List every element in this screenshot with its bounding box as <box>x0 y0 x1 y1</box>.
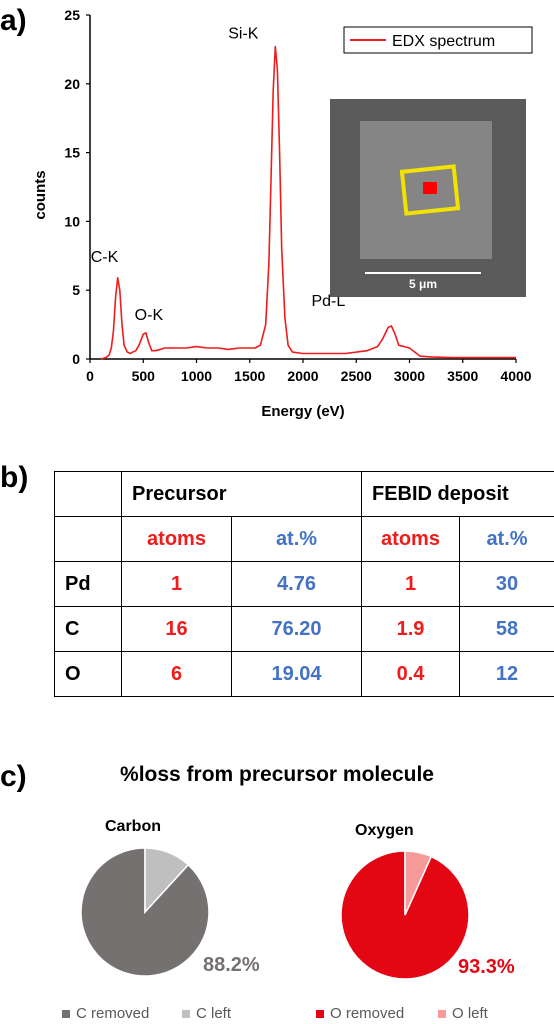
y-tick-label: 5 <box>72 282 80 298</box>
table-cell: 0.4 <box>361 651 460 697</box>
table-empty-cell <box>54 516 122 562</box>
legend-swatch <box>316 1009 324 1018</box>
oxygen-pie-percent: 93.3% <box>458 956 515 978</box>
carbon-pie-chart <box>80 847 210 977</box>
y-tick-label: 15 <box>64 145 80 161</box>
legend-label: EDX spectrum <box>392 33 495 50</box>
table-cell: 4.76 <box>231 561 362 607</box>
x-tick-label: 4000 <box>500 368 531 384</box>
deposit-atpct-header: at.% <box>458 516 554 562</box>
legend-c-left: C left <box>182 1005 231 1022</box>
x-tick-label: 1000 <box>181 368 212 384</box>
panel-label-b: b) <box>0 461 29 494</box>
table-row: C 16 76.20 1.9 58 <box>54 606 554 652</box>
table-cell: 12 <box>458 651 554 697</box>
x-tick-label: 2000 <box>287 368 318 384</box>
legend-swatch <box>182 1009 190 1018</box>
y-tick-label: 10 <box>64 213 80 229</box>
peak-label: Pd-L <box>311 293 345 310</box>
y-tick-label: 20 <box>64 76 80 92</box>
oxygen-pie-chart <box>340 850 470 980</box>
legend-c-removed: C removed <box>62 1005 149 1022</box>
precursor-header: Precursor <box>121 471 362 517</box>
precursor-atpct-header: at.% <box>231 516 362 562</box>
section-c-title: %loss from precursor molecule <box>120 763 434 786</box>
legend-o-left: O left <box>438 1005 488 1022</box>
x-tick-label: 1500 <box>234 368 265 384</box>
table-cell: 6 <box>121 651 232 697</box>
deposit-atoms-header: atoms <box>361 516 460 562</box>
table-row: Pd 1 4.76 1 30 <box>54 561 554 607</box>
table-corner-cell <box>54 471 122 517</box>
table-cell: 19.04 <box>231 651 362 697</box>
table-cell: 1 <box>361 561 460 607</box>
peak-label: C-K <box>91 249 119 266</box>
precursor-atoms-header: atoms <box>121 516 232 562</box>
table-row: O 6 19.04 0.4 12 <box>54 651 554 697</box>
legend-label: C left <box>196 1005 232 1022</box>
element-cell: C <box>54 606 122 652</box>
febid-deposit-header: FEBID deposit <box>360 471 554 517</box>
element-cell: O <box>54 651 122 697</box>
scale-bar-label: 5 μm <box>408 277 438 291</box>
legend-o-removed: O removed <box>316 1005 404 1022</box>
table-cell: 1.9 <box>361 606 460 652</box>
edx-spectrum-chart: 0 500 1000 1500 2000 2500 3000 3500 4000 0 5 10 15 20… <box>32 7 533 420</box>
table-subheader-row: atoms at.% atoms at.% <box>54 516 554 562</box>
y-axis-title: counts <box>32 170 49 219</box>
x-tick-label: 3000 <box>394 368 425 384</box>
scale-bar <box>365 272 481 274</box>
pie-slice-removed <box>80 847 210 977</box>
x-tick-label: 3500 <box>447 368 478 384</box>
legend-label: O left <box>452 1005 488 1022</box>
measurement-spot <box>423 182 437 194</box>
y-tick-label: 0 <box>72 351 80 367</box>
peak-label: Si-K <box>228 26 259 43</box>
legend-swatch <box>62 1009 70 1018</box>
carbon-pie-percent: 88.2% <box>203 954 260 976</box>
x-tick-label: 500 <box>132 368 156 384</box>
table-header-row: Precursor FEBID deposit <box>54 471 554 517</box>
x-tick-label: 0 <box>86 368 94 384</box>
panel-label-c: c) <box>0 760 27 793</box>
x-tick-label: 2500 <box>341 368 372 384</box>
table-cell: 1 <box>121 561 232 607</box>
table-cell: 58 <box>458 606 554 652</box>
pie-slice-left <box>144 847 190 914</box>
carbon-pie-title: Carbon <box>105 818 161 835</box>
element-cell: Pd <box>54 561 122 607</box>
table-cell: 30 <box>458 561 554 607</box>
spectrum-series-line <box>100 45 516 360</box>
x-axis-title: Energy (eV) <box>261 403 344 420</box>
table-cell: 16 <box>121 606 232 652</box>
peak-label: O-K <box>135 307 164 324</box>
legend-label: C removed <box>76 1005 150 1022</box>
pie-slice-left <box>404 850 433 916</box>
legend-label: O removed <box>330 1005 405 1022</box>
y-tick-label: 25 <box>64 7 80 23</box>
panel-label-a: a) <box>0 4 27 37</box>
oxygen-pie-title: Oxygen <box>355 822 414 839</box>
legend-swatch <box>438 1009 446 1018</box>
table-cell: 76.20 <box>231 606 362 652</box>
sem-inset-image: 5 μm <box>330 99 526 297</box>
composition-table: Precursor FEBID deposit atoms at.% atoms… <box>54 471 554 697</box>
